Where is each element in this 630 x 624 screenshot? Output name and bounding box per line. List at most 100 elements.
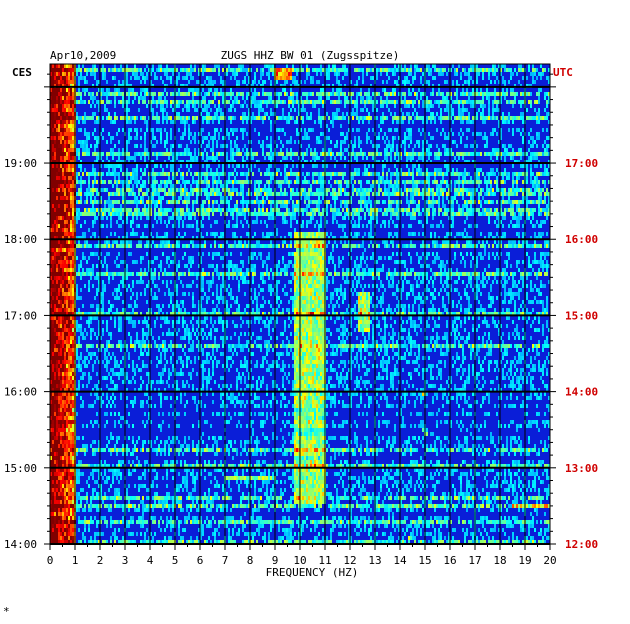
heatmap-cell <box>410 136 412 140</box>
heatmap-cell <box>530 144 532 148</box>
heatmap-cell <box>132 116 134 120</box>
heatmap-cell <box>242 120 244 124</box>
heatmap-cell <box>288 172 290 176</box>
heatmap-cell <box>242 80 244 84</box>
heatmap-cell <box>188 192 190 196</box>
heatmap-cell <box>94 64 96 68</box>
heatmap-cell <box>276 144 278 148</box>
heatmap-cell <box>458 176 460 180</box>
heatmap-cell <box>136 136 138 140</box>
heatmap-cell <box>150 208 152 212</box>
heatmap-cell <box>516 160 518 164</box>
heatmap-cell <box>220 192 222 196</box>
heatmap-cell <box>386 72 388 76</box>
heatmap-cell <box>112 136 114 140</box>
heatmap-cell <box>110 180 112 184</box>
heatmap-cell <box>450 172 452 176</box>
heatmap-cell <box>94 160 96 164</box>
heatmap-cell <box>480 200 482 204</box>
heatmap-cell <box>192 180 194 184</box>
heatmap-cell <box>404 148 406 152</box>
heatmap-cell <box>390 152 392 156</box>
heatmap-cell <box>236 72 238 76</box>
heatmap-cell <box>400 200 402 204</box>
heatmap-cell <box>454 116 456 120</box>
heatmap-cell <box>512 88 514 92</box>
heatmap-cell <box>188 124 190 128</box>
heatmap-cell <box>352 192 354 196</box>
heatmap-cell <box>238 148 240 152</box>
heatmap-cell <box>60 200 62 204</box>
heatmap-cell <box>172 72 174 76</box>
heatmap-cell <box>358 208 360 212</box>
heatmap-cell <box>116 192 118 196</box>
heatmap-cell <box>446 104 448 108</box>
heatmap-cell <box>58 216 60 220</box>
heatmap-cell <box>360 68 362 72</box>
heatmap-cell <box>192 188 194 192</box>
heatmap-cell <box>140 128 142 132</box>
heatmap-cell <box>312 80 314 84</box>
heatmap-cell <box>134 64 136 68</box>
heatmap-cell <box>94 136 96 140</box>
heatmap-cell <box>450 152 452 156</box>
heatmap-cell <box>254 200 256 204</box>
heatmap-cell <box>144 100 146 104</box>
heatmap-cell <box>280 152 282 156</box>
heatmap-cell <box>168 76 170 80</box>
heatmap-cell <box>288 96 290 100</box>
heatmap-cell <box>494 80 496 84</box>
heatmap-cell <box>64 164 66 168</box>
heatmap-cell <box>542 152 544 156</box>
heatmap-cell <box>434 156 436 160</box>
heatmap-cell <box>482 112 484 116</box>
heatmap-cell <box>502 80 504 84</box>
heatmap-cell <box>260 180 262 184</box>
heatmap-cell <box>292 152 294 156</box>
heatmap-cell <box>212 192 214 196</box>
heatmap-cell <box>62 180 64 184</box>
heatmap-cell <box>170 92 172 96</box>
heatmap-cell <box>492 148 494 152</box>
heatmap-cell <box>450 196 452 200</box>
heatmap-cell <box>344 216 346 220</box>
heatmap-cell <box>52 184 54 188</box>
heatmap-cell <box>184 68 186 72</box>
heatmap-cell <box>318 80 320 84</box>
heatmap-cell <box>64 72 66 76</box>
heatmap-cell <box>114 92 116 96</box>
heatmap-cell <box>504 212 506 216</box>
heatmap-cell <box>312 200 314 204</box>
heatmap-cell <box>318 100 320 104</box>
heatmap-cell <box>68 96 70 100</box>
heatmap-cell <box>388 168 390 172</box>
heatmap-cell <box>510 68 512 72</box>
heatmap-cell <box>296 80 298 84</box>
heatmap-cell <box>366 168 368 172</box>
heatmap-cell <box>94 96 96 100</box>
heatmap-cell <box>218 152 220 156</box>
heatmap-cell <box>128 180 130 184</box>
heatmap-cell <box>94 144 96 148</box>
heatmap-cell <box>136 128 138 132</box>
heatmap-cell <box>280 200 282 204</box>
heatmap-cell <box>468 80 470 84</box>
heatmap-cell <box>332 212 334 216</box>
heatmap-cell <box>216 168 218 172</box>
heatmap-cell <box>504 200 506 204</box>
heatmap-cell <box>60 88 62 92</box>
heatmap-cell <box>146 152 148 156</box>
heatmap-cell <box>52 168 54 172</box>
heatmap-cell <box>302 180 304 184</box>
heatmap-cell <box>444 204 446 208</box>
heatmap-cell <box>372 68 374 72</box>
heatmap-cell <box>438 152 440 156</box>
heatmap-cell <box>158 128 160 132</box>
heatmap-cell <box>340 92 342 96</box>
heatmap-cell <box>62 124 64 128</box>
heatmap-cell <box>452 172 454 176</box>
heatmap-cell <box>84 140 86 144</box>
heatmap-cell <box>496 76 498 80</box>
heatmap-cell <box>94 172 96 176</box>
heatmap-cell <box>178 104 180 108</box>
